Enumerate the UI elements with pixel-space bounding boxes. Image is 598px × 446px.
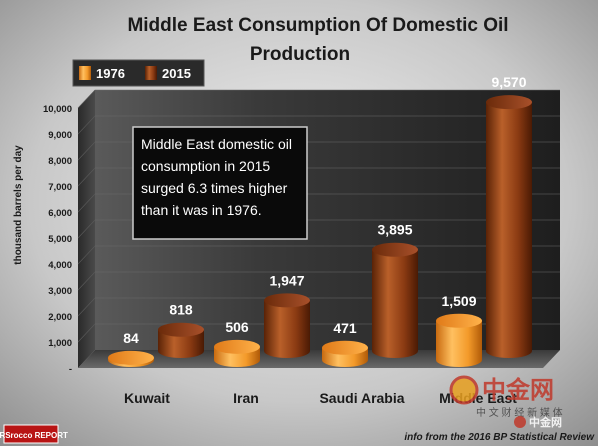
legend-box (72, 59, 205, 87)
bar-top-2015 (486, 95, 532, 110)
bars: 84 818 506 1,947 471 3,895 1,509 9,570 (108, 74, 532, 367)
gridline-side (77, 193, 96, 213)
source-note: info from the 2016 BP Statistical Review (404, 432, 595, 443)
watermark-small: 中金网 (529, 415, 562, 429)
gridline-side (77, 245, 96, 265)
y-tick-label: 8,000 (48, 156, 72, 167)
bar-2015-iran (264, 300, 310, 358)
gridline-side (77, 323, 96, 343)
annotation: Middle East domestic oil consumption in … (132, 126, 308, 240)
legend-label-2015: 2015 (162, 66, 191, 81)
watermark-logo-icon (449, 375, 479, 405)
logo-badge (3, 424, 59, 444)
y-tick-label: 3,000 (48, 286, 72, 297)
data-label: 9,570 (491, 74, 526, 90)
y-tick-label: 6,000 (48, 208, 72, 219)
gridline-side (77, 89, 96, 109)
y-tick-label: 4,000 (48, 260, 72, 271)
y-tick-label: 10,000 (43, 104, 72, 115)
legend-swatch-2015 (145, 66, 157, 80)
data-label: 1,947 (269, 272, 304, 288)
y-tick-label: - (69, 364, 72, 375)
legend-label-1976: 1976 (96, 66, 125, 81)
bar-top-2015 (372, 242, 418, 257)
data-label: 506 (225, 319, 249, 335)
y-axis-label: thousand barrels per day (13, 145, 24, 265)
chart-title-line1: Middle East Consumption Of Domestic Oil (127, 15, 508, 36)
bar-top-1976 (436, 313, 482, 328)
y-axis-ticks: - 1,000 2,000 3,000 4,000 5,000 6,000 7,000 8,00… (43, 104, 72, 375)
bar-top-1976 (108, 350, 154, 365)
bar-1976-middle-east (436, 320, 482, 367)
gridline-side (77, 167, 96, 187)
bar-2015-kuwait (158, 329, 204, 358)
annotation-line-3: surged 6.3 times higher (141, 180, 288, 196)
bar-2015-saudi-arabia (372, 249, 418, 358)
data-label: 471 (333, 320, 357, 336)
data-label: 1,509 (441, 293, 476, 309)
gridline-side (77, 271, 96, 291)
annotation-line-1: Middle East domestic oil (141, 136, 292, 152)
bar-top-2015 (158, 322, 204, 337)
data-label: 84 (123, 330, 139, 346)
x-category-label: Saudi Arabia (319, 390, 404, 406)
gridline-side (77, 297, 96, 317)
logo-text: SRSrocco REPORT (0, 431, 68, 440)
annotation-line-4: than it was in 1976. (141, 202, 262, 218)
bar-top-1976 (322, 340, 368, 355)
svg-text:Middle East domestic oil: Middle East domestic oil consumption in … (141, 136, 296, 218)
y-tick-label: 1,000 (48, 338, 72, 349)
annotation-line-2: consumption in 2015 (141, 158, 270, 174)
bar-2015-middle-east (486, 102, 532, 359)
legend-swatch-1976 (79, 66, 91, 80)
srsrocco-logo: SRSrocco REPORT (0, 424, 68, 444)
gridline-side (77, 219, 96, 239)
gridline-side (77, 141, 96, 161)
data-label: 3,895 (377, 222, 412, 238)
watermark-small-icon (514, 416, 526, 428)
y-tick-label: 7,000 (48, 182, 72, 193)
chart-title-line2: Production (250, 44, 350, 65)
watermark-subtitle: 中 文 财 经 新 媒 体 (476, 406, 563, 419)
bar-top-1976 (214, 339, 260, 354)
annotation-box (132, 126, 308, 240)
y-tick-label: 5,000 (48, 234, 72, 245)
data-label: 818 (169, 302, 193, 318)
y-tick-label: 9,000 (48, 130, 72, 141)
y-tick-label: 2,000 (48, 312, 72, 323)
gridline-side (77, 115, 96, 135)
legend: 1976 2015 (72, 59, 205, 87)
x-category-label: Iran (233, 390, 259, 406)
watermark-title: 中金网 (482, 376, 554, 404)
bar-top-2015 (264, 293, 310, 308)
x-category-label: Kuwait (124, 390, 170, 406)
watermark: 中金网 中 文 财 经 新 媒 体 中金网 (449, 375, 563, 429)
